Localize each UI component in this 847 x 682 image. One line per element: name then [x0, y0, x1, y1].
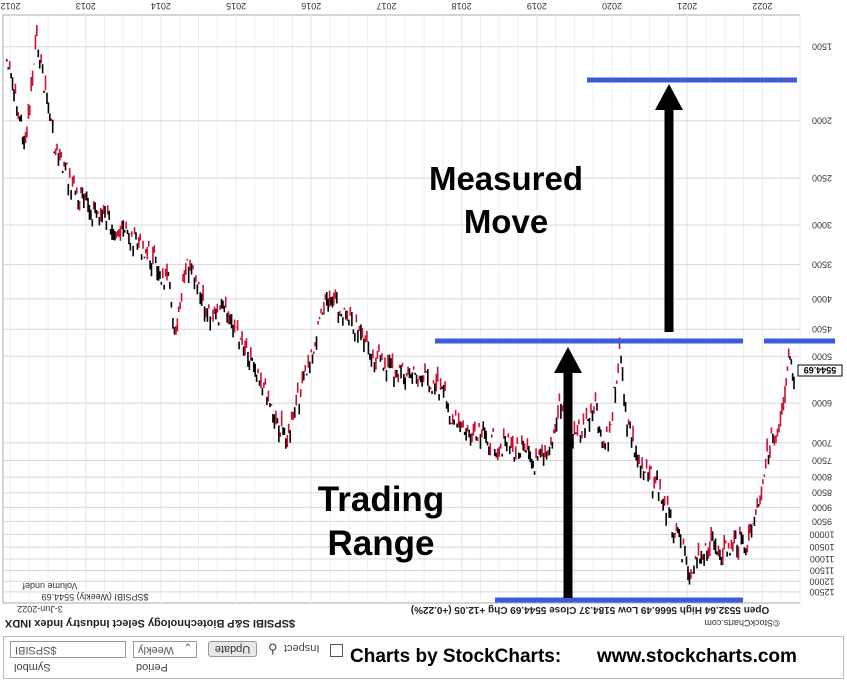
x-tick-label: 2020: [602, 1, 622, 11]
y-tick-label: 7000: [812, 438, 832, 448]
trading-range-label-1: Trading: [318, 480, 444, 519]
x-tick-label: 2014: [151, 1, 171, 11]
symbol-input-value: $SPSIBI: [15, 644, 57, 656]
x-tick-label: 2022: [752, 1, 772, 11]
chart-date: 3-Jun-2022: [17, 604, 63, 614]
y-tick-label: 12500: [809, 587, 834, 597]
y-tick-label: 2000: [812, 116, 832, 126]
y-tick-label: 4500: [812, 324, 832, 334]
x-tick-label: 2013: [76, 1, 96, 11]
x-tick-label: 2015: [226, 1, 246, 11]
measured-move-label-2: Move: [464, 203, 548, 240]
period-select[interactable]: Weekly ⌃: [133, 641, 197, 658]
update-button[interactable]: Update: [208, 641, 257, 657]
y-tick-label: 6000: [812, 398, 832, 408]
x-tick-label: 2021: [677, 1, 697, 11]
x-tick-label: 2017: [376, 1, 396, 11]
y-tick-label: 10000: [809, 530, 834, 540]
y-tick-label: 7500: [812, 456, 832, 466]
last-value-text: 5544.69: [804, 365, 837, 375]
y-tick-label: 12000: [809, 576, 834, 586]
y-tick-label: 3500: [812, 260, 832, 270]
period-select-value: Weekly: [138, 644, 174, 656]
period-label: Period: [136, 661, 168, 673]
y-tick-label: 8000: [812, 472, 832, 482]
x-tick-label: 2019: [527, 1, 547, 11]
annotations: Measured Move Trading Range: [318, 77, 835, 603]
measured-move-label-1: Measured: [429, 160, 583, 197]
ohlc-text: Open 5532.64 High 5666.49 Low 5184.37 Cl…: [411, 604, 770, 615]
x-tick-label: 2012: [1, 1, 21, 11]
x-tick-label: 2016: [301, 1, 321, 11]
symbol-label: Symbol: [14, 661, 51, 673]
y-tick-label: 3000: [812, 220, 832, 230]
trading-range-label-2: Range: [328, 524, 435, 563]
y-tick-label: 1500: [812, 42, 832, 52]
measured-move-arrowhead: [655, 84, 683, 110]
chart-title: $SPSIBI S&P Biotechnology Select Industr…: [4, 617, 295, 629]
chevron-up-icon: ⌃: [183, 643, 192, 654]
source-credit: ©StockCharts.com: [704, 618, 779, 628]
inspect-label: Inspect: [284, 642, 320, 654]
y-axis: 1500 2000 2500 3000 3500 4000 4500 5000 6000 7000…: [809, 42, 834, 597]
trading-range-arrowhead: [554, 347, 582, 373]
y-tick-label: 9500: [812, 516, 832, 526]
x-tick-label: 2018: [452, 1, 472, 11]
brand-left: Charts by StockCharts:: [350, 646, 562, 667]
chart-header-mirrored: Volume undef $SPSIBI (Weekly) 5544.69 3-…: [4, 581, 779, 629]
last-value-tag: 5544.69: [797, 364, 843, 377]
y-tick-label: 5000: [812, 351, 832, 361]
y-tick-label: 2500: [812, 173, 832, 183]
y-tick-label: 9000: [812, 502, 832, 512]
x-axis: 2012 2013 2014 2015 2016 2017 2018 2019 2020 2021…: [1, 1, 773, 11]
inspect-checkbox[interactable]: [330, 644, 343, 657]
legend-label: $SPSIBI (Weekly) 5544.69: [42, 592, 149, 602]
inspect-icon: ⚲: [268, 641, 278, 656]
y-tick-label: 11500: [810, 565, 834, 575]
brand-right: www.stockcharts.com: [597, 646, 797, 667]
y-tick-label: 4000: [812, 294, 832, 304]
y-tick-label: 11000: [810, 554, 834, 564]
y-tick-label: 8500: [812, 488, 832, 498]
volume-label: Volume undef: [22, 581, 78, 591]
price-series: [5, 24, 795, 585]
y-tick-label: 10500: [809, 542, 834, 552]
symbol-input[interactable]: $SPSIBI: [10, 641, 126, 658]
